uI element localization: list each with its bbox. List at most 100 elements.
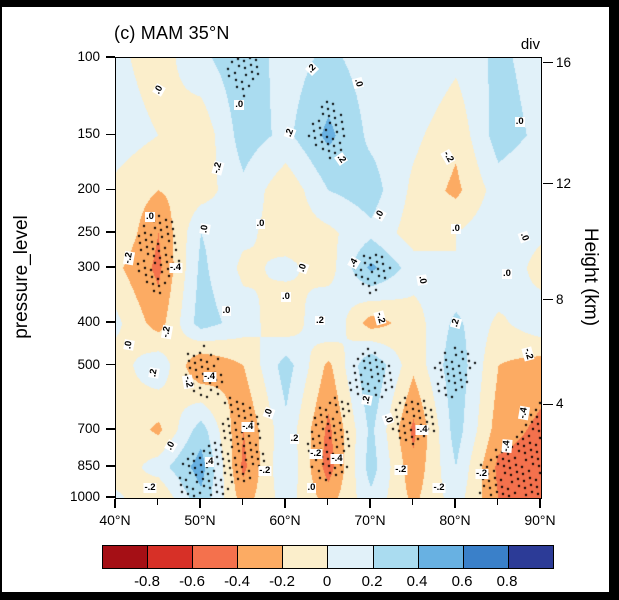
contour-label: .0 — [296, 261, 310, 275]
latitude-tick-label: 80°N — [439, 512, 471, 528]
latitude-tick-label: 90°N — [524, 512, 556, 528]
contour-label: .2 — [289, 433, 300, 445]
contour-label: .2 — [315, 314, 325, 326]
pressure-tick-label: 1000 — [69, 489, 100, 504]
contour-label: -.4 — [517, 405, 531, 421]
contour-label: .0 — [234, 99, 245, 111]
contour-label: .0 — [122, 339, 135, 352]
contour-label: -.2 — [121, 250, 135, 266]
colorbar-tick-label: 0.2 — [361, 573, 383, 590]
pressure-tick-label: 150 — [77, 126, 100, 142]
pressure-tick-label: 500 — [77, 356, 100, 372]
pressure-tick — [105, 428, 115, 430]
contour-label: -.2 — [394, 463, 408, 475]
latitude-tick — [284, 499, 286, 508]
contour-label: .4 — [346, 255, 361, 270]
latitude-tick-label: 40°N — [99, 512, 131, 528]
colorbar-cell — [463, 546, 509, 568]
latitude-tick-label: 50°N — [184, 512, 216, 528]
pressure-tick — [105, 496, 115, 498]
contour-label: .4 — [204, 456, 215, 468]
contour-label: -.2 — [439, 148, 456, 166]
contour-label: -.2 — [143, 482, 157, 494]
latitude-tick — [199, 499, 201, 508]
contour-label: -.4 — [202, 370, 217, 382]
contour-label: .0 — [352, 76, 366, 90]
colorbar-cell — [193, 546, 239, 568]
contour-label: .2 — [360, 394, 373, 407]
latitude-tick — [539, 499, 541, 508]
colorbar-tick-label: 0 — [322, 573, 332, 590]
contour-label: .0 — [281, 291, 291, 303]
figure-panel: (c) MAM 35°N div pressure_level Height (… — [2, 7, 609, 592]
contour-labels-layer: .0 .0 .2 .0 -.2 .2 .2 -.2 .0 .0 .0 .0 .0 .0 .0 -.2 -.4 .0… — [116, 58, 541, 498]
colorbar-tick-label: 0.6 — [451, 573, 473, 590]
pressure-tick — [105, 56, 115, 58]
colorbar-tick-label: 0.8 — [496, 573, 518, 590]
contour-label: .2 — [334, 152, 349, 167]
pressure-tick-label: 200 — [77, 181, 100, 197]
contour-label: .0 — [164, 438, 179, 453]
pressure-axis-title: pressure_level — [11, 215, 33, 339]
contour-label: .2 — [449, 316, 463, 329]
pressure-tick — [105, 363, 115, 366]
contour-label: -.2 — [432, 482, 446, 494]
contour-label: .2 — [147, 367, 161, 379]
contour-label: .0 — [151, 82, 166, 97]
colorbar-cell — [373, 546, 419, 568]
height-tick-label: 16 — [556, 54, 572, 70]
pressure-tick-label: 250 — [77, 224, 100, 240]
pressure-tick-label: 300 — [77, 258, 100, 274]
height-tick — [543, 61, 553, 64]
colorbar-cell — [283, 546, 329, 568]
height-tick-label: 8 — [556, 291, 564, 307]
colorbar-cell — [328, 546, 374, 568]
latitude-minor-tick — [411, 499, 414, 505]
height-tick — [543, 182, 553, 185]
contour-label: .0 — [502, 268, 512, 280]
contour-field-canvas — [116, 58, 541, 498]
latitude-minor-tick — [496, 499, 499, 505]
height-axis-title: Height (km) — [580, 227, 601, 327]
contour-label: -.2 — [521, 346, 536, 362]
colorbar-cell — [238, 546, 284, 568]
contour-label: -.2 — [182, 374, 196, 390]
colorbar-tick-label: -0.6 — [179, 573, 205, 590]
contour-label: .0 — [145, 211, 155, 223]
contour-label: .0 — [262, 406, 276, 420]
pressure-tick — [105, 321, 115, 323]
latitude-tick — [114, 499, 116, 508]
colorbar — [102, 545, 554, 569]
contour-label: -.2 — [160, 324, 174, 340]
height-tick — [543, 298, 553, 301]
colorbar-tick-label: -0.8 — [134, 573, 160, 590]
contour-label: -.2 — [372, 310, 387, 326]
height-tick — [543, 403, 553, 406]
contour-label: .2 — [283, 126, 297, 140]
contour-label: .0 — [514, 116, 525, 128]
contour-label: .2 — [304, 62, 319, 77]
contour-label: .0 — [416, 274, 429, 287]
latitude-tick — [454, 499, 456, 508]
contour-label: -.4 — [330, 452, 344, 464]
contour-label: .0 — [372, 208, 387, 223]
plot-area: .0 .0 .2 .0 -.2 .2 .2 -.2 .0 .0 .0 .0 .0 .0 .0 -.2 -.4 .0… — [115, 57, 542, 499]
pressure-tick — [105, 231, 115, 233]
contour-label: -.2 — [210, 160, 225, 176]
y-axis-left: pressure_level — [2, 57, 42, 497]
height-tick-label: 4 — [556, 396, 564, 412]
y-axis-right: Height (km) — [574, 57, 606, 497]
pressure-tick — [105, 133, 115, 136]
contour-label: -.2 — [474, 467, 489, 479]
contour-label: -.4 — [500, 438, 513, 453]
colorbar-cell — [148, 546, 194, 568]
colorbar-tick-label: 0.4 — [406, 573, 428, 590]
pressure-tick-label: 400 — [77, 313, 100, 329]
contour-label: .0 — [306, 482, 317, 494]
pressure-tick-label: 100 — [77, 49, 100, 64]
latitude-tick — [369, 499, 371, 508]
colorbar-tick-label: -0.4 — [224, 573, 250, 590]
contour-label: .0 — [451, 223, 461, 235]
contour-label: -.4 — [415, 423, 429, 435]
